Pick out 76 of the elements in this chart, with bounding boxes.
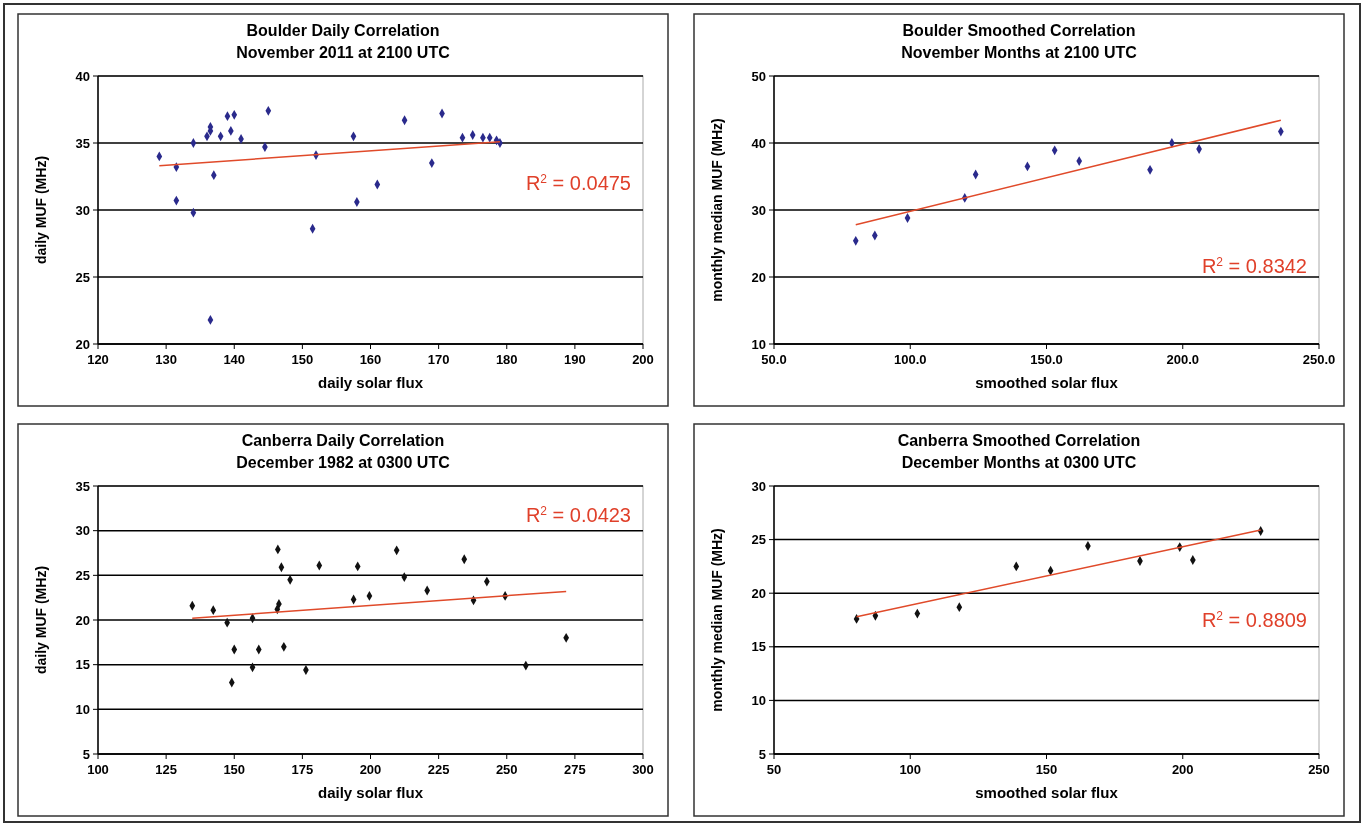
x-tick-label: 125 bbox=[155, 762, 177, 777]
annotation: R$^{2}$ = 0.0423 bbox=[525, 504, 631, 527]
x-tick-label: 160 bbox=[359, 352, 382, 367]
x-tick-label: 100 bbox=[899, 762, 922, 777]
y-tick-label: 20 bbox=[751, 585, 766, 601]
x-tick-label: 300 bbox=[632, 762, 654, 777]
point bbox=[904, 213, 911, 223]
x-tick-label: 50.0 bbox=[761, 352, 787, 367]
y-tick-label: 40 bbox=[751, 135, 766, 151]
y-tick-label: 10 bbox=[751, 692, 766, 708]
x-tick-label: 200 bbox=[1171, 762, 1194, 777]
annotation: R$^{2}$ = 0.0475 bbox=[525, 171, 631, 194]
point bbox=[190, 138, 197, 148]
x-tick-label: 150 bbox=[1035, 762, 1058, 777]
y-tick-label: 35 bbox=[75, 478, 90, 494]
y-tick-label: 5 bbox=[82, 746, 90, 762]
x-tick-label: 100.0 bbox=[893, 352, 927, 367]
x-tick-label: 180 bbox=[495, 352, 518, 367]
y-tick-label: 20 bbox=[75, 612, 90, 628]
chart-subtitle: November 2011 at 2100 UTC bbox=[236, 44, 451, 61]
x-tick-label: 190 bbox=[564, 352, 586, 367]
point bbox=[469, 130, 476, 140]
y-axis-title: daily MUF (MHz) bbox=[33, 155, 49, 265]
y-axis-title: daily MUF (MHz) bbox=[33, 565, 49, 675]
x-tick-label: 150 bbox=[291, 352, 314, 367]
x-tick-label: 150.0 bbox=[1030, 352, 1063, 367]
chart-subtitle: November Months at 2100 UTC bbox=[901, 44, 1138, 61]
chart-title: Boulder Daily Correlation bbox=[246, 22, 440, 39]
annotation: R$^{2}$ = 0.8809 bbox=[1201, 608, 1307, 631]
annotation: R$^{2}$ = 0.8342 bbox=[1201, 254, 1307, 277]
x-tick-label: 275 bbox=[564, 762, 586, 777]
x-tick-label: 200 bbox=[632, 352, 654, 367]
y-axis-title: monthly median MUF (MHz) bbox=[709, 118, 725, 302]
x-tick-label: 100 bbox=[87, 762, 109, 777]
x-tick-label: 250.0 bbox=[1302, 352, 1336, 367]
x-tick-label: 130 bbox=[155, 352, 177, 367]
x-tick-label: 50 bbox=[766, 762, 782, 777]
chart-subtitle: December Months at 0300 UTC bbox=[901, 454, 1137, 471]
y-tick-label: 25 bbox=[75, 567, 90, 583]
point bbox=[853, 614, 860, 624]
y-tick-label: 20 bbox=[751, 269, 766, 285]
x-tick-label: 250 bbox=[1308, 762, 1330, 777]
y-tick-label: 30 bbox=[751, 478, 766, 494]
y-tick-label: 10 bbox=[75, 701, 90, 717]
y-tick-label: 30 bbox=[75, 523, 90, 539]
x-tick-label: 175 bbox=[291, 762, 314, 777]
y-tick-label: 25 bbox=[75, 269, 90, 285]
x-tick-label: 120 bbox=[87, 352, 109, 367]
x-axis-title: smoothed solar flux bbox=[975, 374, 1119, 391]
chart-subtitle: December 1982 at 0300 UTC bbox=[236, 454, 451, 471]
y-tick-label: 30 bbox=[75, 202, 90, 218]
y-tick-label: 30 bbox=[751, 202, 766, 218]
chart-title: Canberra Smoothed Correlation bbox=[897, 432, 1141, 449]
y-tick-label: 50 bbox=[751, 68, 766, 84]
x-tick-label: 225 bbox=[427, 762, 450, 777]
x-tick-label: 200 bbox=[359, 762, 382, 777]
y-tick-label: 15 bbox=[75, 657, 90, 673]
point bbox=[1189, 555, 1196, 565]
x-tick-label: 200.0 bbox=[1166, 352, 1200, 367]
x-axis-title: daily solar flux bbox=[317, 374, 424, 391]
y-axis-title: monthly median MUF (MHz) bbox=[709, 528, 725, 712]
chart-title: Boulder Smoothed Correlation bbox=[902, 22, 1136, 39]
x-axis-title: daily solar flux bbox=[317, 784, 424, 801]
x-tick-label: 170 bbox=[427, 352, 450, 367]
chart-title: Canberra Daily Correlation bbox=[241, 432, 445, 449]
x-tick-label: 250 bbox=[495, 762, 518, 777]
y-tick-label: 40 bbox=[75, 68, 90, 84]
y-tick-label: 5 bbox=[758, 746, 766, 762]
x-axis-title: smoothed solar flux bbox=[975, 784, 1119, 801]
y-tick-label: 25 bbox=[751, 532, 766, 548]
y-tick-label: 20 bbox=[75, 336, 90, 352]
y-tick-label: 10 bbox=[751, 336, 766, 352]
x-tick-label: 140 bbox=[223, 352, 246, 367]
y-tick-label: 15 bbox=[751, 639, 766, 655]
y-tick-label: 35 bbox=[75, 135, 90, 151]
x-tick-label: 150 bbox=[223, 762, 246, 777]
